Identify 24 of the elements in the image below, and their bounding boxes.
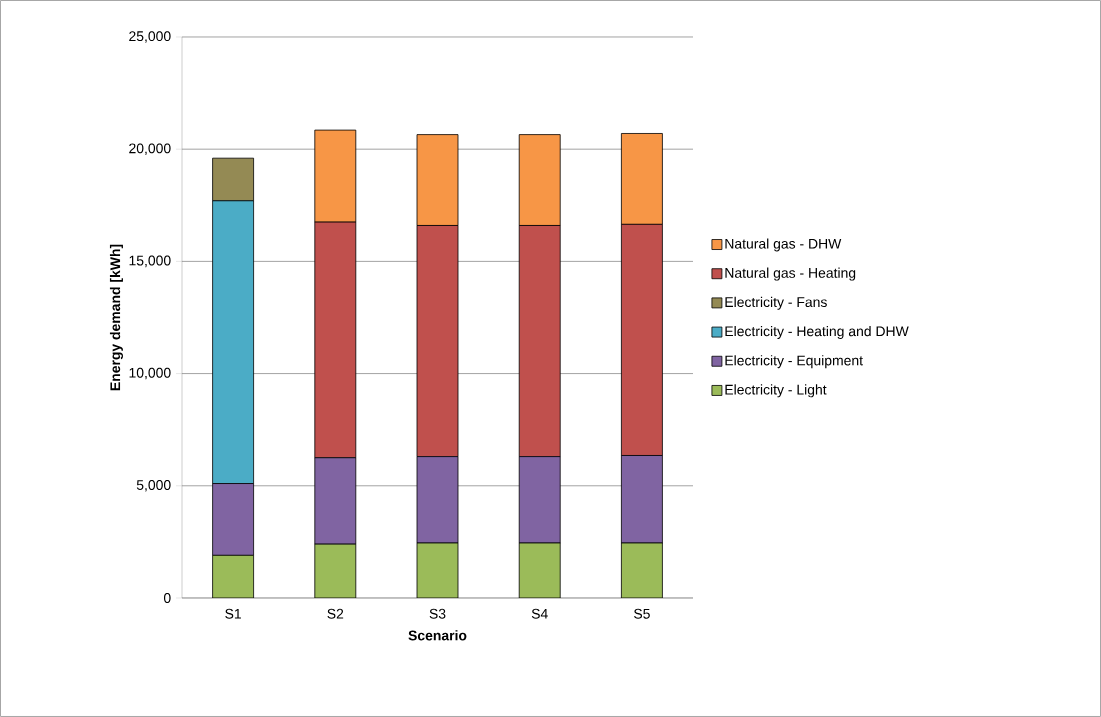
- y-tick-label: 25,000: [129, 31, 171, 43]
- x-tick-label: S1: [225, 608, 241, 619]
- y-tick-label: 20,000: [129, 143, 171, 155]
- x-tick-label: S2: [327, 608, 344, 619]
- legend-label: Natural gas - DHW: [725, 238, 842, 252]
- legend-label: Electricity - Heating and DHW: [725, 325, 909, 339]
- legend-label: Electricity - Fans: [725, 296, 827, 310]
- y-tick-label: 10,000: [129, 367, 171, 380]
- y-tick-label: 0: [163, 593, 171, 603]
- legend-label: Electricity - Light: [725, 384, 827, 398]
- legend-label: Natural gas - Heating: [725, 267, 856, 281]
- x-tick-label: S5: [634, 608, 650, 619]
- x-tick-label: S4: [531, 608, 548, 619]
- x-axis-title: Scenario: [408, 630, 467, 641]
- x-tick-label: S3: [429, 608, 446, 619]
- bar: [314, 543, 357, 598]
- y-axis-title: Energy demand [kWh]: [109, 244, 123, 391]
- y-tick-label: 15,000: [129, 255, 171, 268]
- bar: [212, 554, 255, 598]
- bar: [518, 542, 561, 598]
- legend-label: Electricity - Equipment: [725, 355, 863, 369]
- bar: [621, 542, 663, 598]
- y-tick-label: 5,000: [136, 480, 171, 492]
- bar: [416, 542, 459, 598]
